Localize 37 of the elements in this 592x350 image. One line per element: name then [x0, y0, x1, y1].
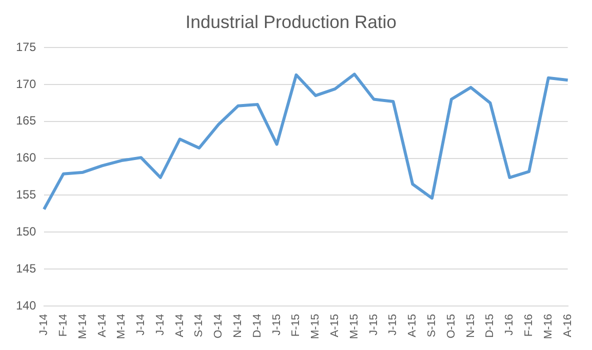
x-tick-label: A-16	[562, 314, 574, 338]
x-tick-label: O-15	[445, 314, 458, 338]
chart-title: Industrial Production Ratio	[185, 12, 397, 32]
x-tick-label: J-14	[135, 314, 148, 336]
x-tick-label: A-15	[406, 314, 419, 338]
x-tick-label: J-14	[154, 314, 166, 336]
x-tick-label: F-16	[523, 314, 536, 337]
y-tick-label: 165	[16, 114, 36, 128]
x-tick-label: S-14	[193, 314, 206, 338]
x-tick-label: A-14	[174, 314, 186, 338]
x-tick-label: F-14	[57, 314, 70, 337]
x-tick-label: D-14	[251, 314, 264, 338]
x-tick-label: O-14	[212, 314, 225, 338]
x-tick-label: A-15	[329, 314, 342, 338]
x-tick-label: N-15	[464, 314, 477, 338]
y-tick-label: 175	[16, 40, 36, 54]
y-tick-label: 160	[16, 150, 36, 165]
x-tick-label: M-16	[542, 314, 554, 339]
y-tick-label: 150	[16, 224, 36, 238]
x-tick-label: J-14	[38, 314, 50, 336]
x-tick-label: M-14	[116, 314, 128, 339]
x-tick-label: N-14	[232, 314, 244, 338]
x-tick-label: M-15	[348, 314, 360, 339]
x-tick-label: M-14	[76, 314, 89, 339]
x-tick-label: S-15	[426, 314, 438, 338]
x-tick-label: D-15	[484, 314, 496, 338]
x-tick-label: J-15	[270, 314, 283, 336]
y-tick-label: 155	[16, 188, 36, 202]
x-tick-label: A-14	[96, 314, 108, 338]
x-tick-label: J-15	[368, 314, 380, 336]
x-tick-label: J-16	[504, 314, 516, 336]
x-tick-label: M-15	[310, 314, 322, 339]
x-tick-label: J-15	[387, 314, 400, 336]
y-tick-label: 140	[16, 298, 36, 312]
y-tick-label: 170	[16, 76, 36, 91]
x-tick-label: F-15	[290, 314, 302, 337]
y-tick-label: 145	[16, 261, 36, 276]
